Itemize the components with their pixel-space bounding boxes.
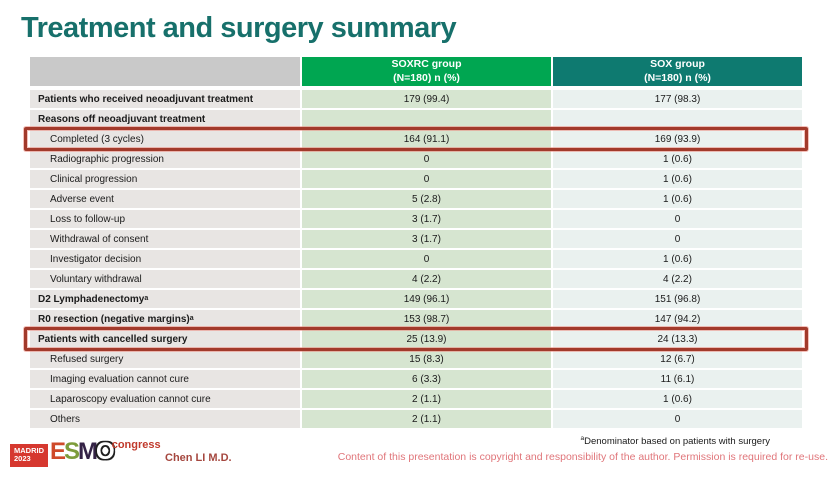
table-row: Patients with cancelled surgery 25 (13.9)… <box>24 327 808 351</box>
row-label: Loss to follow-up <box>30 210 300 228</box>
row-label: Voluntary withdrawal <box>30 270 300 288</box>
soxrc-value: 3 (1.7) <box>302 210 551 228</box>
summary-table: SOXRC group (N=180) n (%) SOX group (N=1… <box>24 57 808 430</box>
madrid-2023-badge: MADRID 2023 <box>10 444 48 467</box>
sox-group-n: (N=180) n (%) <box>644 71 711 84</box>
soxrc-value <box>302 110 551 128</box>
sox-value: 0 <box>553 210 802 228</box>
footnote-marker: a <box>580 435 585 442</box>
table-row: Adverse event 5 (2.8) 1 (0.6) <box>30 190 802 208</box>
sox-value: 0 <box>553 410 802 428</box>
author-name: Chen LI M.D. <box>165 452 232 464</box>
esmo-letter-s: S <box>64 438 80 465</box>
soxrc-value: 0 <box>302 250 551 268</box>
row-label: Investigator decision <box>30 250 300 268</box>
soxrc-value: 2 (1.1) <box>302 390 551 408</box>
soxrc-group-name: SOXRC group <box>391 58 462 71</box>
row-label: D2 Lymphadenectomy a <box>30 290 300 308</box>
row-label: Imaging evaluation cannot cure <box>30 370 300 388</box>
esmo-letter-e: E <box>50 438 66 465</box>
soxrc-value: 4 (2.2) <box>302 270 551 288</box>
soxrc-value: 6 (3.3) <box>302 370 551 388</box>
sox-value: 169 (93.9) <box>553 130 802 148</box>
table-row: Completed (3 cycles) 164 (91.1) 169 (93.9) <box>24 127 808 151</box>
soxrc-value: 25 (13.9) <box>302 330 551 348</box>
table-row: Others 2 (1.1) 0 <box>30 410 802 428</box>
soxrc-value: 164 (91.1) <box>302 130 551 148</box>
sox-value: 1 (0.6) <box>553 390 802 408</box>
row-label: R0 resection (negative margins) a <box>30 310 300 328</box>
row-label: Radiographic progression <box>30 150 300 168</box>
table-body: Patients who received neoadjuvant treatm… <box>24 90 808 430</box>
sox-value: 151 (96.8) <box>553 290 802 308</box>
esmo-letter-m: M <box>78 438 98 465</box>
soxrc-value: 0 <box>302 150 551 168</box>
sox-value: 12 (6.7) <box>553 350 802 368</box>
row-label: Adverse event <box>30 190 300 208</box>
row-label: Others <box>30 410 300 428</box>
sox-value: 1 (0.6) <box>553 250 802 268</box>
row-label: Completed (3 cycles) <box>30 130 300 148</box>
sox-value: 4 (2.2) <box>553 270 802 288</box>
table-row: Voluntary withdrawal 4 (2.2) 4 (2.2) <box>30 270 802 288</box>
table-row: Clinical progression 0 1 (0.6) <box>30 170 802 188</box>
sox-value: 24 (13.3) <box>553 330 802 348</box>
table-row: R0 resection (negative margins) a 153 (98.… <box>30 310 802 328</box>
sox-value: 1 (0.6) <box>553 170 802 188</box>
soxrc-value: 2 (1.1) <box>302 410 551 428</box>
sox-value: 1 (0.6) <box>553 190 802 208</box>
soxrc-value: 0 <box>302 170 551 188</box>
table-row: Imaging evaluation cannot cure 6 (3.3) 11 … <box>30 370 802 388</box>
esmo-letter-o: O <box>96 438 115 465</box>
row-label: Clinical progression <box>30 170 300 188</box>
esmo-wordmark: ESMO <box>50 438 115 465</box>
sox-value: 1 (0.6) <box>553 150 802 168</box>
year-label: 2023 <box>14 454 31 464</box>
row-label: Patients who received neoadjuvant treatm… <box>30 90 300 108</box>
table-row: D2 Lymphadenectomy a 149 (96.1) 151 (96.8) <box>30 290 802 308</box>
table-row: Reasons off neoadjuvant treatment <box>30 110 802 128</box>
table-row: Laparoscopy evaluation cannot cure 2 (1.1… <box>30 390 802 408</box>
row-label: Patients with cancelled surgery <box>30 330 300 348</box>
esmo-congress-logo: MADRID 2023 ESMO congress <box>10 438 161 467</box>
soxrc-value: 179 (99.4) <box>302 90 551 108</box>
header-cell-sox-group: SOX group (N=180) n (%) <box>553 57 802 86</box>
footnote-text: Denominator based on patients with surge… <box>584 436 770 448</box>
soxrc-value: 153 (98.7) <box>302 310 551 328</box>
soxrc-group-n: (N=180) n (%) <box>393 71 460 84</box>
row-label: Reasons off neoadjuvant treatment <box>30 110 300 128</box>
page-title: Treatment and surgery summary <box>21 12 457 44</box>
table-row: Investigator decision 0 1 (0.6) <box>30 250 802 268</box>
soxrc-value: 15 (8.3) <box>302 350 551 368</box>
table-row: Loss to follow-up 3 (1.7) 0 <box>30 210 802 228</box>
soxrc-value: 149 (96.1) <box>302 290 551 308</box>
copyright-notice: Content of this presentation is copyrigh… <box>337 451 828 463</box>
table-header-row: SOXRC group (N=180) n (%) SOX group (N=1… <box>30 57 802 86</box>
table-row: Refused surgery 15 (8.3) 12 (6.7) <box>30 350 802 368</box>
sox-value: 177 (98.3) <box>553 90 802 108</box>
row-label: Laparoscopy evaluation cannot cure <box>30 390 300 408</box>
sox-value: 147 (94.2) <box>553 310 802 328</box>
table-footnote: aDenominator based on patients with surg… <box>580 435 770 447</box>
soxrc-value: 3 (1.7) <box>302 230 551 248</box>
header-cell-empty <box>30 57 300 86</box>
header-cell-soxrc-group: SOXRC group (N=180) n (%) <box>302 57 551 86</box>
sox-value: 11 (6.1) <box>553 370 802 388</box>
soxrc-value: 5 (2.8) <box>302 190 551 208</box>
madrid-label: MADRID <box>14 446 44 455</box>
sox-group-name: SOX group <box>650 58 705 71</box>
table-row: Radiographic progression 0 1 (0.6) <box>30 150 802 168</box>
congress-label: congress <box>111 439 161 451</box>
row-label: Withdrawal of consent <box>30 230 300 248</box>
sox-value <box>553 110 802 128</box>
sox-value: 0 <box>553 230 802 248</box>
table-row: Withdrawal of consent 3 (1.7) 0 <box>30 230 802 248</box>
row-label: Refused surgery <box>30 350 300 368</box>
table-row: Patients who received neoadjuvant treatm… <box>30 90 802 108</box>
